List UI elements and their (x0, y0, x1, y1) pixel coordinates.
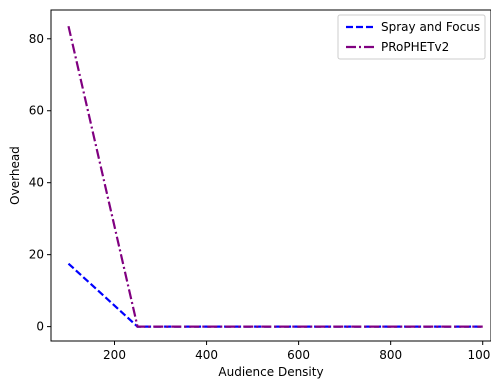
series-line-2 (67, 25, 483, 328)
y-axis-label: Overhead (8, 146, 22, 205)
x-tick-label: 400 (195, 348, 218, 362)
x-tick-label: 200 (103, 348, 126, 362)
legend-label-2: PRoPHETv2 (381, 40, 449, 54)
y-axis-ticks: 0 20 40 60 80 (29, 32, 51, 334)
legend-label-1: Spray and Focus (381, 20, 480, 34)
x-tick-label: 800 (379, 348, 402, 362)
legend-box (337, 14, 486, 60)
series-layer (67, 25, 483, 328)
y-tick-label: 0 (36, 320, 44, 334)
x-axis-label: Audience Density (218, 365, 323, 379)
y-tick-label: 20 (29, 248, 44, 262)
y-tick-label: 40 (29, 176, 44, 190)
y-tick-label: 80 (29, 32, 44, 46)
y-tick-label: 60 (29, 104, 44, 118)
plot-frame (50, 9, 491, 342)
x-tick-label: 600 (287, 348, 310, 362)
legend: Spray and Focus PRoPHETv2 (337, 14, 486, 60)
